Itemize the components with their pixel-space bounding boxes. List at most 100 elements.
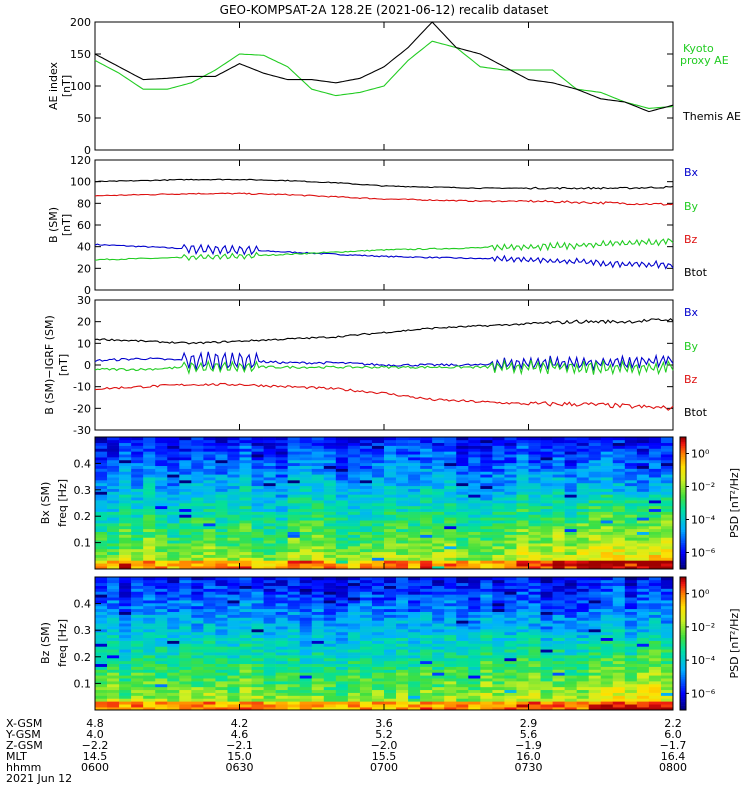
spectrogram-cell: [384, 707, 397, 711]
spectrogram-cell: [239, 683, 252, 688]
spectrogram-cell: [143, 652, 156, 656]
spectrogram-cell: [119, 660, 132, 665]
ytick-label: 120: [70, 154, 91, 167]
spectrogram-cell: [95, 517, 108, 521]
spectrogram-cell: [636, 548, 650, 553]
spectrogram-cell: [107, 480, 120, 484]
spectrogram-cell: [131, 629, 144, 633]
spectrogram-cell: [347, 704, 361, 708]
spectrogram-cell: [191, 437, 204, 441]
spectrogram-cell: [648, 511, 662, 515]
spectrogram-cell: [143, 577, 156, 581]
spectrogram-cell: [359, 629, 373, 633]
spectrogram-cell: [420, 468, 433, 472]
spectrogram-cell: [311, 551, 325, 555]
spectrogram-cell: [143, 560, 156, 564]
spectrogram-cell: [155, 500, 168, 504]
spectrogram-cell: [636, 471, 650, 475]
spectrogram-cell: [359, 445, 373, 449]
spectrogram-cell: [191, 566, 204, 570]
spectrogram-cell: [311, 477, 325, 481]
spectrogram-cell: [660, 566, 674, 570]
spectrogram-cell: [371, 631, 385, 636]
spectrogram-cell: [203, 675, 216, 679]
spectrogram-cell: [119, 657, 132, 662]
spectrogram-cell: [600, 603, 614, 607]
spectrogram-cell: [95, 448, 108, 452]
spectrogram-cell: [636, 617, 650, 621]
spectrogram-cell: [335, 520, 349, 524]
spectrogram-cell: [504, 640, 517, 644]
spectrogram-cell: [179, 528, 192, 532]
spectrogram-cell: [203, 640, 216, 644]
spectrogram-cell: [335, 491, 349, 495]
spectrogram-cell: [420, 465, 433, 469]
spectrogram-cell: [95, 514, 108, 518]
spectrogram-cell: [371, 560, 385, 564]
spectrogram-cell: [660, 508, 674, 512]
spectrogram-cell: [263, 657, 276, 662]
spectrogram-cell: [540, 600, 553, 604]
spectrogram-cell: [191, 620, 204, 624]
spectrogram-cell: [191, 675, 204, 679]
spectrogram-cell: [492, 511, 505, 515]
spectrogram-cell: [384, 603, 397, 607]
spectrogram-cell: [528, 640, 541, 644]
spectrogram-cell: [95, 707, 108, 711]
spectrogram-cell: [456, 655, 469, 659]
spectrogram-cell: [456, 660, 469, 665]
spectrogram-cell: [119, 594, 132, 598]
spectrogram-cell: [420, 591, 433, 595]
spectrogram-cell: [155, 597, 168, 601]
spectrogram-cell: [167, 603, 180, 607]
spectrogram-cell: [371, 707, 385, 711]
spectrogram-cell: [143, 631, 156, 636]
spectrogram-cell: [576, 588, 590, 592]
spectrogram-cell: [504, 643, 517, 647]
spectrogram-cell: [131, 528, 144, 532]
spectrogram-cell: [504, 534, 517, 538]
spectrogram-cell: [143, 611, 156, 615]
spectrogram-cell: [143, 600, 156, 604]
spectrogram-cell: [528, 652, 541, 656]
spectrogram-cell: [612, 485, 626, 489]
spectrogram-cell: [648, 649, 662, 653]
spectrogram-cell: [107, 588, 120, 592]
spectrogram-cell: [384, 701, 397, 705]
spectrogram-cell: [371, 660, 385, 665]
spectrogram-cell: [95, 597, 108, 601]
spectrogram-cell: [552, 660, 565, 665]
spectrogram-cell: [191, 701, 204, 705]
spectrogram-cell: [552, 669, 565, 673]
spectrogram-cell: [263, 457, 276, 461]
spectrogram-cell: [167, 617, 180, 621]
spectrogram-cell: [155, 652, 168, 656]
panel-bx-ylabel-2: freq [Hz]: [56, 479, 69, 527]
spectrogram-cell: [119, 620, 132, 624]
colorbar-segment: [680, 703, 686, 706]
spectrogram-cell: [143, 437, 156, 441]
spectrogram-cell: [444, 591, 457, 595]
spectrogram-cell: [95, 551, 108, 555]
spectrogram-cell: [624, 551, 638, 555]
spectrogram-cell: [179, 540, 192, 544]
spectrogram-cell: [155, 508, 168, 512]
spectrogram-cell: [564, 465, 577, 469]
spectrogram-cell: [588, 540, 602, 544]
spectrogram-cell: [564, 462, 577, 466]
spectrogram-cell: [552, 652, 565, 656]
spectrogram-cell: [359, 695, 373, 699]
spectrogram-cell: [504, 543, 517, 547]
spectrogram-cell: [227, 585, 240, 589]
spectrogram-cell: [564, 686, 577, 691]
spectrogram-cell: [432, 637, 445, 641]
spectrogram-cell: [480, 503, 493, 507]
spectrogram-cell: [624, 698, 638, 702]
spectrogram-cell: [227, 663, 240, 667]
spectrogram-cell: [323, 482, 337, 487]
spectrogram-cell: [155, 643, 168, 647]
spectrogram-cell: [191, 468, 204, 472]
spectrogram-cell: [492, 459, 505, 464]
spectrogram-cell: [359, 503, 373, 507]
spectrogram-cell: [131, 551, 144, 555]
